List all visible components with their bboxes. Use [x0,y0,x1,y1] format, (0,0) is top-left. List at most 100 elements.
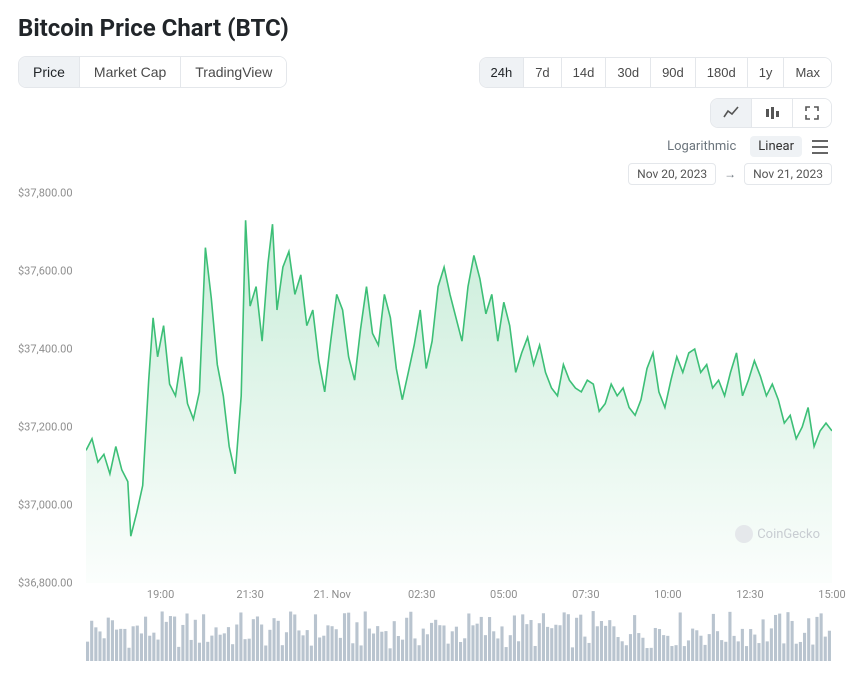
volume-bar [786,612,789,661]
volume-bar [426,634,429,661]
volume-bar [720,640,723,661]
volume-bar [815,617,818,661]
volume-bar [604,626,607,661]
volume-bar [380,632,383,661]
toolbar: PriceMarket CapTradingView 24h7d14d30d90… [18,56,832,88]
volume-bar [148,636,151,661]
x-axis-label: 10:00 [654,588,681,601]
volume-bar [782,643,785,661]
volume-bar [749,629,752,661]
volume-bar [683,646,686,661]
volume-bar [691,629,694,661]
volume-bar [666,636,669,661]
volume-bar [633,615,636,661]
page-title: Bitcoin Price Chart (BTC) [18,14,832,42]
volume-bar [799,642,802,661]
volume-bar [239,612,242,661]
volume-bar [243,639,246,661]
y-axis-label: $36,800.00 [18,577,73,590]
candlestick-icon[interactable] [752,99,793,127]
volume-bar [587,643,590,661]
volume-bar [563,612,566,661]
volume-bar [463,638,466,661]
range-1y[interactable]: 1y [748,58,785,87]
volume-bar [115,630,118,661]
volume-bar [256,616,259,661]
volume-bar [724,642,727,661]
volume-bar [302,635,305,661]
y-axis-label: $37,600.00 [18,265,73,278]
y-axis-label: $37,800.00 [18,187,73,200]
volume-bar [467,613,470,661]
volume-bar [704,645,707,661]
volume-bar [384,631,387,661]
volume-bar [268,630,271,661]
volume-bar [542,613,545,661]
volume-bar [641,638,644,661]
volume-bar [546,627,549,661]
volume-bar [111,620,114,661]
range-90d[interactable]: 90d [651,58,696,87]
x-axis-label: 07:30 [572,588,599,601]
volume-bar [500,626,503,661]
volume-bar [405,618,408,661]
volume-bar [699,636,702,661]
volume-bar [762,619,765,661]
volume-bar [608,620,611,661]
volume-bar [438,625,441,661]
volume-bar [413,638,416,661]
volume-bar [297,630,300,661]
volume-bar [654,628,657,661]
tab-market-cap[interactable]: Market Cap [80,57,181,87]
range-180d[interactable]: 180d [696,58,748,87]
date-to[interactable]: Nov 21, 2023 [744,163,832,185]
volume-bar [662,635,665,661]
volume-bar [534,646,537,661]
arrow-right-icon: → [724,167,736,181]
volume-bar [824,637,827,661]
tab-tradingview[interactable]: TradingView [181,57,286,87]
line-chart-icon[interactable] [711,99,752,127]
volume-bar [496,638,499,661]
y-axis-label: $37,400.00 [18,343,73,356]
volume-bar [451,631,454,661]
range-30d[interactable]: 30d [606,58,651,87]
volume-bar [322,636,325,661]
volume-bar [264,646,267,662]
range-24h[interactable]: 24h [480,58,525,87]
menu-icon[interactable] [808,138,832,156]
range-max[interactable]: Max [784,58,831,87]
volume-bar [210,636,213,661]
volume-bar [795,644,798,661]
volume-bar [169,616,172,661]
volume-bar [766,641,769,661]
volume-bar [753,635,756,661]
volume-bar [592,611,595,661]
volume-bar [757,643,760,661]
volume-chart [18,611,832,661]
volume-bar [575,618,578,661]
volume-bar [397,636,400,661]
fullscreen-icon[interactable] [793,99,831,127]
volume-bar [273,618,276,661]
volume-bar [364,611,367,661]
scale-logarithmic[interactable]: Logarithmic [659,136,744,157]
y-axis-label: $37,200.00 [18,421,73,434]
tab-price[interactable]: Price [19,57,80,87]
volume-bar [90,621,93,661]
volume-bar [161,611,164,661]
volume-bar [571,647,574,661]
volume-bar [190,640,193,661]
volume-bar [430,623,433,661]
volume-bar [670,646,673,661]
scale-selector: Logarithmic Linear [18,136,832,157]
volume-bar [107,618,110,661]
scale-linear[interactable]: Linear [750,136,802,157]
range-7d[interactable]: 7d [524,58,561,87]
volume-bar [355,622,358,661]
volume-bar [152,633,155,661]
date-from[interactable]: Nov 20, 2023 [628,163,716,185]
price-chart: CoinGecko $36,800.00$37,000.00$37,200.00… [18,193,832,583]
range-14d[interactable]: 14d [562,58,607,87]
volume-bar [774,615,777,661]
